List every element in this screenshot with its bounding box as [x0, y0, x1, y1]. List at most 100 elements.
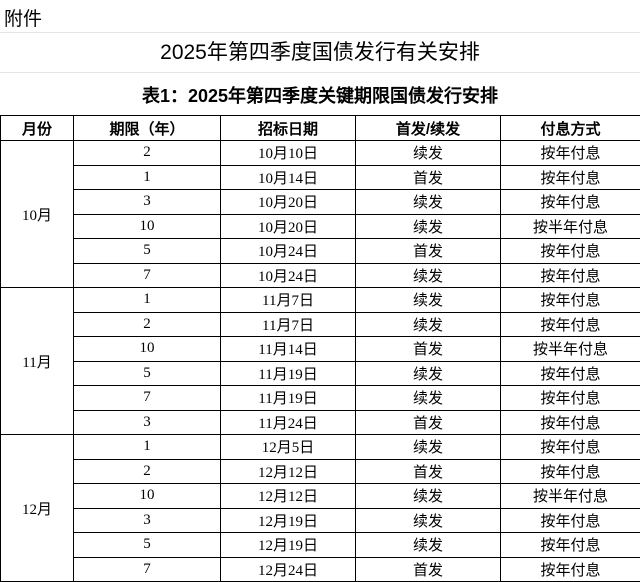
- payment-cell: 按年付息: [500, 409, 640, 435]
- date-cell: 11月19日: [220, 360, 356, 386]
- table-caption: 表1：2025年第四季度关键期限国债发行安排: [141, 86, 499, 106]
- issue-type-cell: 首发: [355, 458, 501, 484]
- payment-cell: 按半年付息: [500, 483, 640, 509]
- payment-cell: 按年付息: [500, 238, 640, 264]
- date-cell: 11月7日: [220, 287, 356, 313]
- issue-type-cell: 续发: [355, 140, 501, 166]
- table-row: 3 11月24日 首发 按年付息: [1, 409, 640, 435]
- payment-cell: 按半年付息: [500, 336, 640, 362]
- date-cell: 12月19日: [220, 507, 356, 533]
- payment-cell: 按年付息: [500, 360, 640, 386]
- issue-type-cell: 首发: [355, 238, 501, 264]
- payment-cell: 按年付息: [500, 311, 640, 337]
- table-row: 2 12月12日 首发 按年付息: [1, 458, 640, 484]
- payment-cell: 按年付息: [500, 507, 640, 533]
- date-cell: 11月24日: [220, 409, 356, 435]
- term-cell: 5: [73, 238, 221, 264]
- table-row: 5 12月19日 续发 按年付息: [1, 532, 640, 558]
- table-row: 5 10月24日 首发 按年付息: [1, 238, 640, 264]
- payment-cell: 按年付息: [500, 189, 640, 215]
- payment-cell: 按年付息: [500, 434, 640, 460]
- date-cell: 11月19日: [220, 385, 356, 411]
- issue-type-cell: 续发: [355, 287, 501, 313]
- term-cell: 7: [73, 556, 221, 582]
- issue-type-cell: 续发: [355, 507, 501, 533]
- date-cell: 12月19日: [220, 532, 356, 558]
- table-row: 3 10月20日 续发 按年付息: [1, 189, 640, 215]
- payment-cell: 按半年付息: [500, 213, 640, 239]
- term-cell: 2: [73, 140, 221, 166]
- payment-cell: 按年付息: [500, 532, 640, 558]
- date-cell: 12月5日: [220, 434, 356, 460]
- date-cell: 10月20日: [220, 189, 356, 215]
- issue-type-cell: 首发: [355, 409, 501, 435]
- payment-cell: 按年付息: [500, 164, 640, 190]
- term-cell: 5: [73, 360, 221, 386]
- issue-type-cell: 续发: [355, 532, 501, 558]
- term-cell: 10: [73, 213, 221, 239]
- table-row: 3 12月19日 续发 按年付息: [1, 507, 640, 533]
- term-cell: 2: [73, 458, 221, 484]
- column-header: 期限（年）: [73, 115, 221, 141]
- date-cell: 12月12日: [220, 458, 356, 484]
- issue-type-cell: 续发: [355, 311, 501, 337]
- table-row: 10月 2 10月10日 续发 按年付息: [0, 140, 640, 288]
- term-cell: 3: [73, 189, 221, 215]
- month-cell: 12月: [0, 434, 74, 582]
- issue-type-cell: 续发: [355, 360, 501, 386]
- month-cell: 11月: [0, 287, 74, 435]
- issue-type-cell: 首发: [355, 556, 501, 582]
- term-cell: 7: [73, 262, 221, 288]
- term-cell: 5: [73, 532, 221, 558]
- table-row: 10 10月20日 续发 按半年付息: [1, 213, 640, 239]
- issue-type-cell: 首发: [355, 164, 501, 190]
- term-cell: 7: [73, 385, 221, 411]
- table-row: 12月 1 12月5日 续发 按年付息: [0, 434, 640, 582]
- payment-cell: 按年付息: [500, 385, 640, 411]
- payment-cell: 按年付息: [500, 262, 640, 288]
- term-cell: 10: [73, 336, 221, 362]
- header-row: 月份 期限（年） 招标日期 首发/续发 付息方式: [0, 115, 640, 141]
- column-header: 付息方式: [500, 115, 640, 141]
- payment-cell: 按年付息: [500, 458, 640, 484]
- date-cell: 10月20日: [220, 213, 356, 239]
- sheet-line: [0, 32, 640, 33]
- date-cell: 10月24日: [220, 238, 356, 264]
- table-body: 10月 2 10月10日 续发 按年付息 1 10月14日 首发 按年付息 3 10月20日 续发 按年…: [0, 140, 640, 582]
- issue-type-cell: 续发: [355, 189, 501, 215]
- table-row: 5 11月19日 续发 按年付息: [1, 360, 640, 386]
- term-cell: 10: [73, 483, 221, 509]
- table-row: 1 10月14日 首发 按年付息: [1, 164, 640, 190]
- table-row: 10 11月14日 首发 按半年付息: [1, 336, 640, 362]
- payment-cell: 按年付息: [500, 287, 640, 313]
- date-cell: 11月14日: [220, 336, 356, 362]
- sheet-line: [0, 72, 640, 73]
- payment-cell: 按年付息: [500, 140, 640, 166]
- column-header: 招标日期: [220, 115, 356, 141]
- table-row: 7 12月24日 首发 按年付息: [1, 556, 640, 582]
- term-cell: 2: [73, 311, 221, 337]
- date-cell: 10月24日: [220, 262, 356, 288]
- attachment-label: 附件: [4, 9, 43, 30]
- date-cell: 11月7日: [220, 311, 356, 337]
- term-cell: 1: [73, 287, 221, 313]
- term-cell: 3: [73, 409, 221, 435]
- column-header: 首发/续发: [355, 115, 501, 141]
- issue-type-cell: 续发: [355, 213, 501, 239]
- term-cell: 1: [73, 164, 221, 190]
- date-cell: 12月12日: [220, 483, 356, 509]
- payment-cell: 按年付息: [500, 556, 640, 582]
- table-row: 7 11月19日 续发 按年付息: [1, 385, 640, 411]
- month-cell: 10月: [0, 140, 74, 288]
- table-row: 2 11月7日 续发 按年付息: [1, 311, 640, 337]
- table-row: 11月 1 11月7日 续发 按年付息: [0, 287, 640, 435]
- term-cell: 1: [73, 434, 221, 460]
- date-cell: 10月10日: [220, 140, 356, 166]
- issue-type-cell: 续发: [355, 434, 501, 460]
- issue-type-cell: 续发: [355, 385, 501, 411]
- issue-type-cell: 续发: [355, 483, 501, 509]
- table-row: 7 10月24日 续发 按年付息: [1, 262, 640, 288]
- schedule-table: 月份 期限（年） 招标日期 首发/续发 付息方式 10月 2 10月10日 续发 按年付息 1 10…: [0, 115, 640, 582]
- issue-type-cell: 续发: [355, 262, 501, 288]
